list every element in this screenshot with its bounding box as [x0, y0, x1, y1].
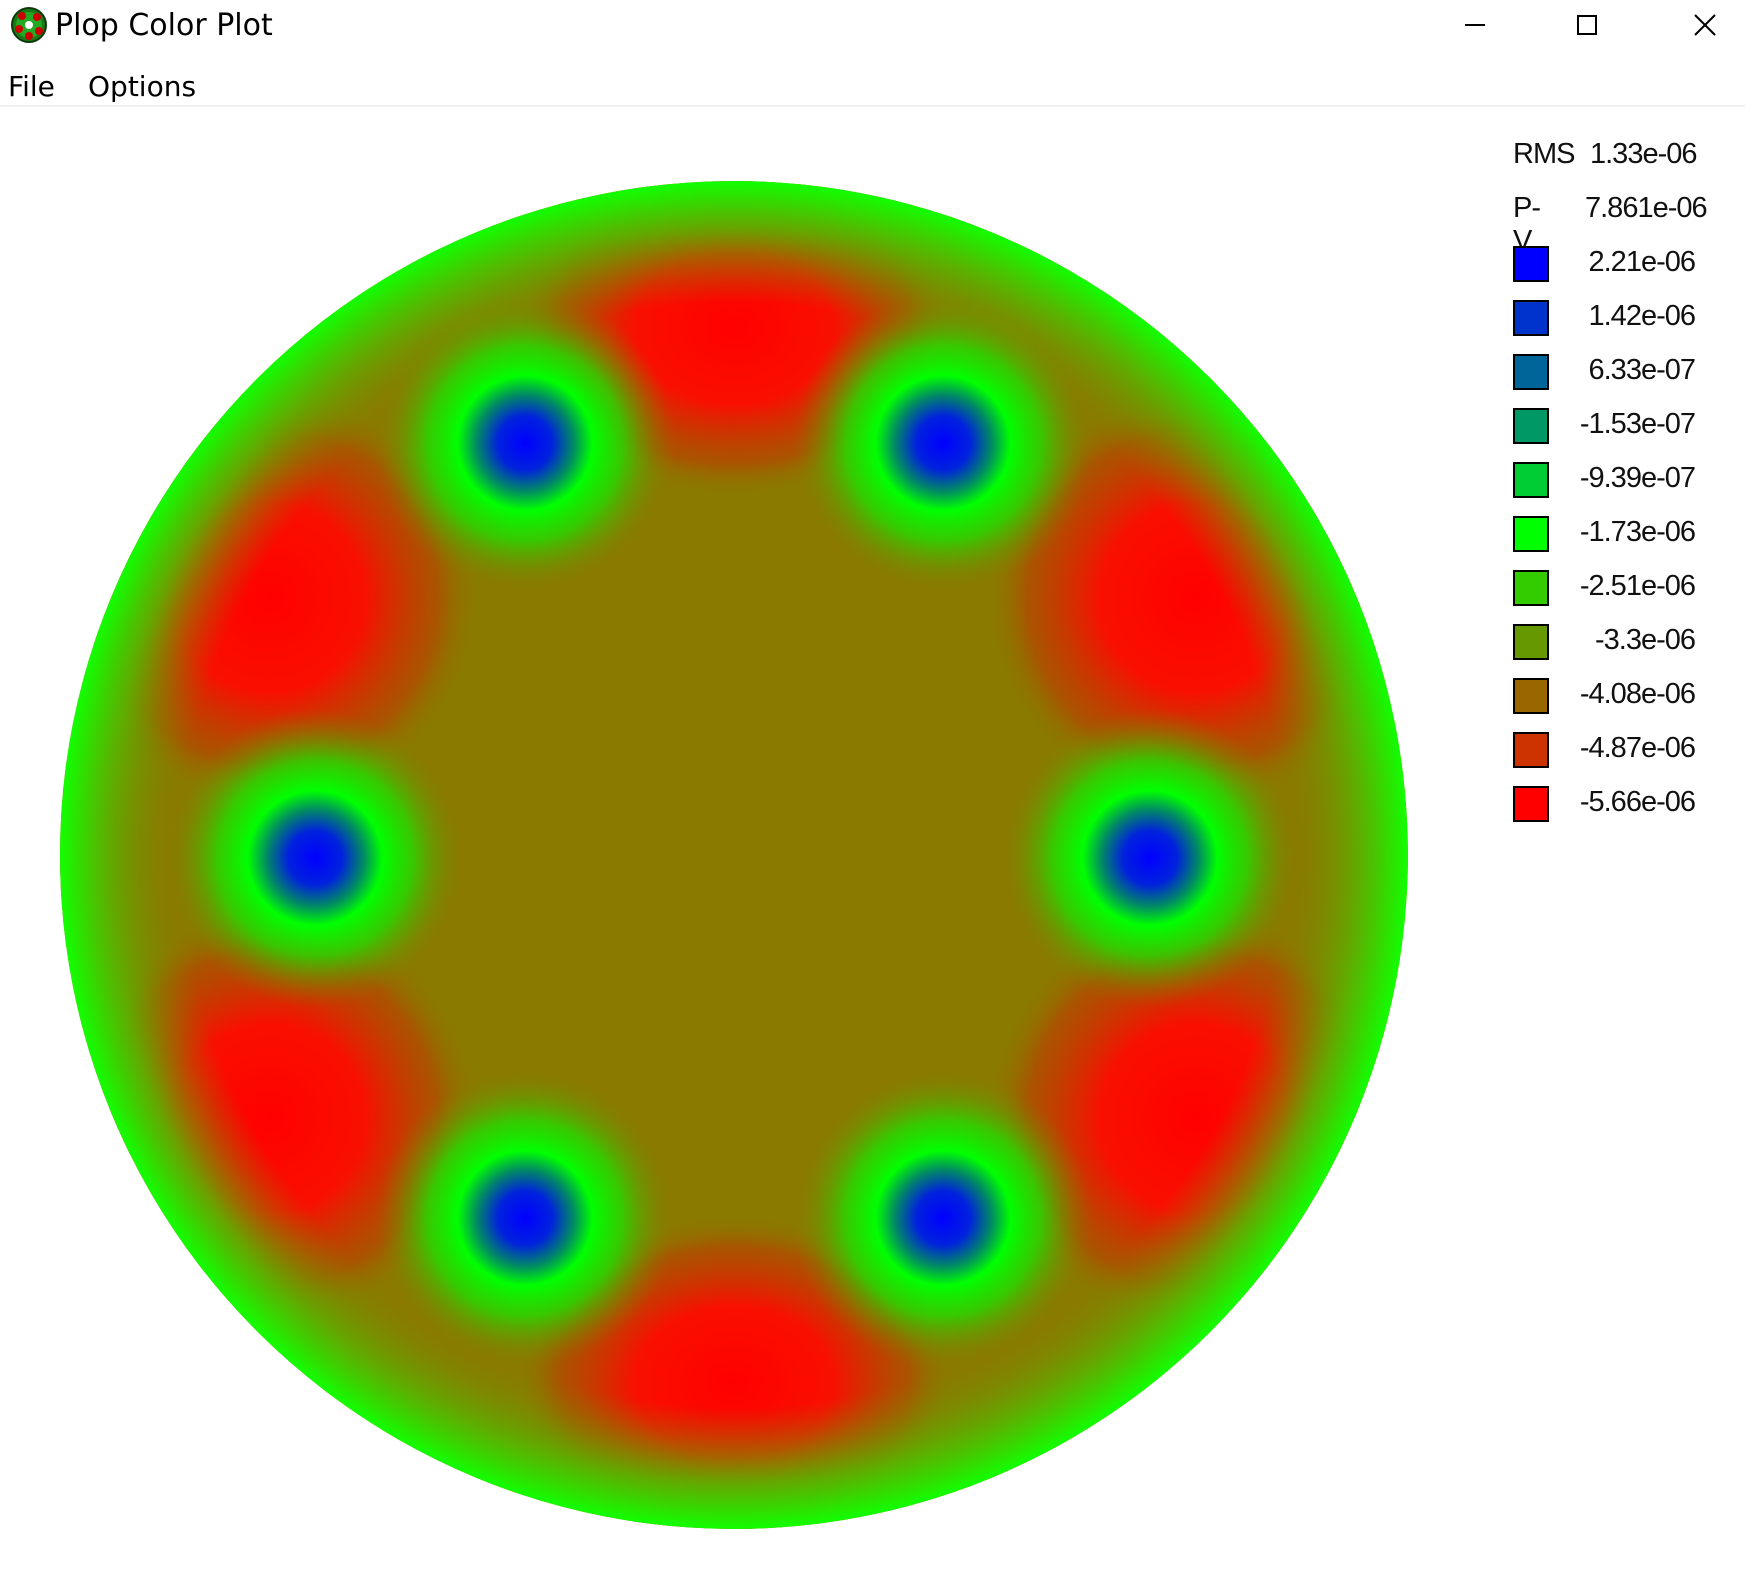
legend-row: 1.42e-06 [1505, 300, 1745, 344]
blue-spot [165, 708, 465, 1008]
window-title: Plop Color Plot [55, 8, 273, 43]
legend-swatch [1513, 408, 1549, 444]
legend-value: -3.3e-06 [1594, 624, 1696, 656]
blue-spot [375, 1068, 675, 1368]
menu-file[interactable]: File [8, 70, 55, 103]
rms-label: RMS [1513, 138, 1575, 170]
rms-value: 1.33e-06 [1590, 138, 1697, 170]
legend-row: -2.51e-06 [1505, 570, 1745, 614]
menu-options[interactable]: Options [88, 70, 197, 103]
annulus-surface [59, 181, 1408, 1529]
close-button[interactable] [1650, 0, 1745, 50]
legend-swatch [1513, 246, 1549, 282]
legend-swatch [1513, 570, 1549, 606]
legend-swatch [1513, 732, 1549, 768]
legend-swatch [1513, 300, 1549, 336]
legend-swatch [1513, 786, 1549, 822]
legend-value: -1.53e-07 [1579, 408, 1696, 440]
blue-spot [375, 293, 675, 593]
minimize-icon [1465, 24, 1485, 26]
blue-spot [793, 293, 1093, 593]
legend-row: -3.3e-06 [1505, 624, 1745, 668]
plot-area: RMS 1.33e-06 P-V 7.861e-06 2.21e-06 1.42e… [0, 108, 1745, 1581]
legend-value: 6.33e-07 [1588, 354, 1697, 386]
legend-swatch [1513, 678, 1549, 714]
legend-row: 2.21e-06 [1505, 246, 1745, 290]
close-icon [1694, 14, 1716, 36]
minimize-button[interactable] [1420, 0, 1530, 50]
maximize-button[interactable] [1532, 0, 1642, 50]
legend-value: -1.73e-06 [1579, 516, 1696, 548]
legend-value: -5.66e-06 [1579, 786, 1696, 818]
maximize-icon [1577, 15, 1597, 35]
legend-value: -9.39e-07 [1579, 462, 1696, 494]
plop-app-icon [10, 6, 48, 44]
color-plot [59, 181, 1408, 1529]
pv-value: 7.861e-06 [1585, 192, 1708, 224]
legend-value: -2.51e-06 [1579, 570, 1696, 602]
legend-row: -5.66e-06 [1505, 786, 1745, 830]
legend-value: 2.21e-06 [1588, 246, 1697, 278]
legend-swatch [1513, 624, 1549, 660]
menu-bar: File Options [0, 60, 1745, 107]
legend-row: -1.53e-07 [1505, 408, 1745, 452]
legend-row: -4.87e-06 [1505, 732, 1745, 776]
legend-row: 6.33e-07 [1505, 354, 1745, 398]
legend-swatch [1513, 462, 1549, 498]
legend-swatch [1513, 354, 1549, 390]
legend-row: -4.08e-06 [1505, 678, 1745, 722]
legend-value: -4.87e-06 [1579, 732, 1696, 764]
title-bar[interactable]: Plop Color Plot [0, 0, 1745, 50]
legend-row: -9.39e-07 [1505, 462, 1745, 506]
legend-value: -4.08e-06 [1579, 678, 1696, 710]
blue-spot [793, 1068, 1093, 1368]
legend-swatch [1513, 516, 1549, 552]
legend-value: 1.42e-06 [1588, 300, 1697, 332]
legend-row: -1.73e-06 [1505, 516, 1745, 560]
blue-spot [1000, 708, 1300, 1008]
